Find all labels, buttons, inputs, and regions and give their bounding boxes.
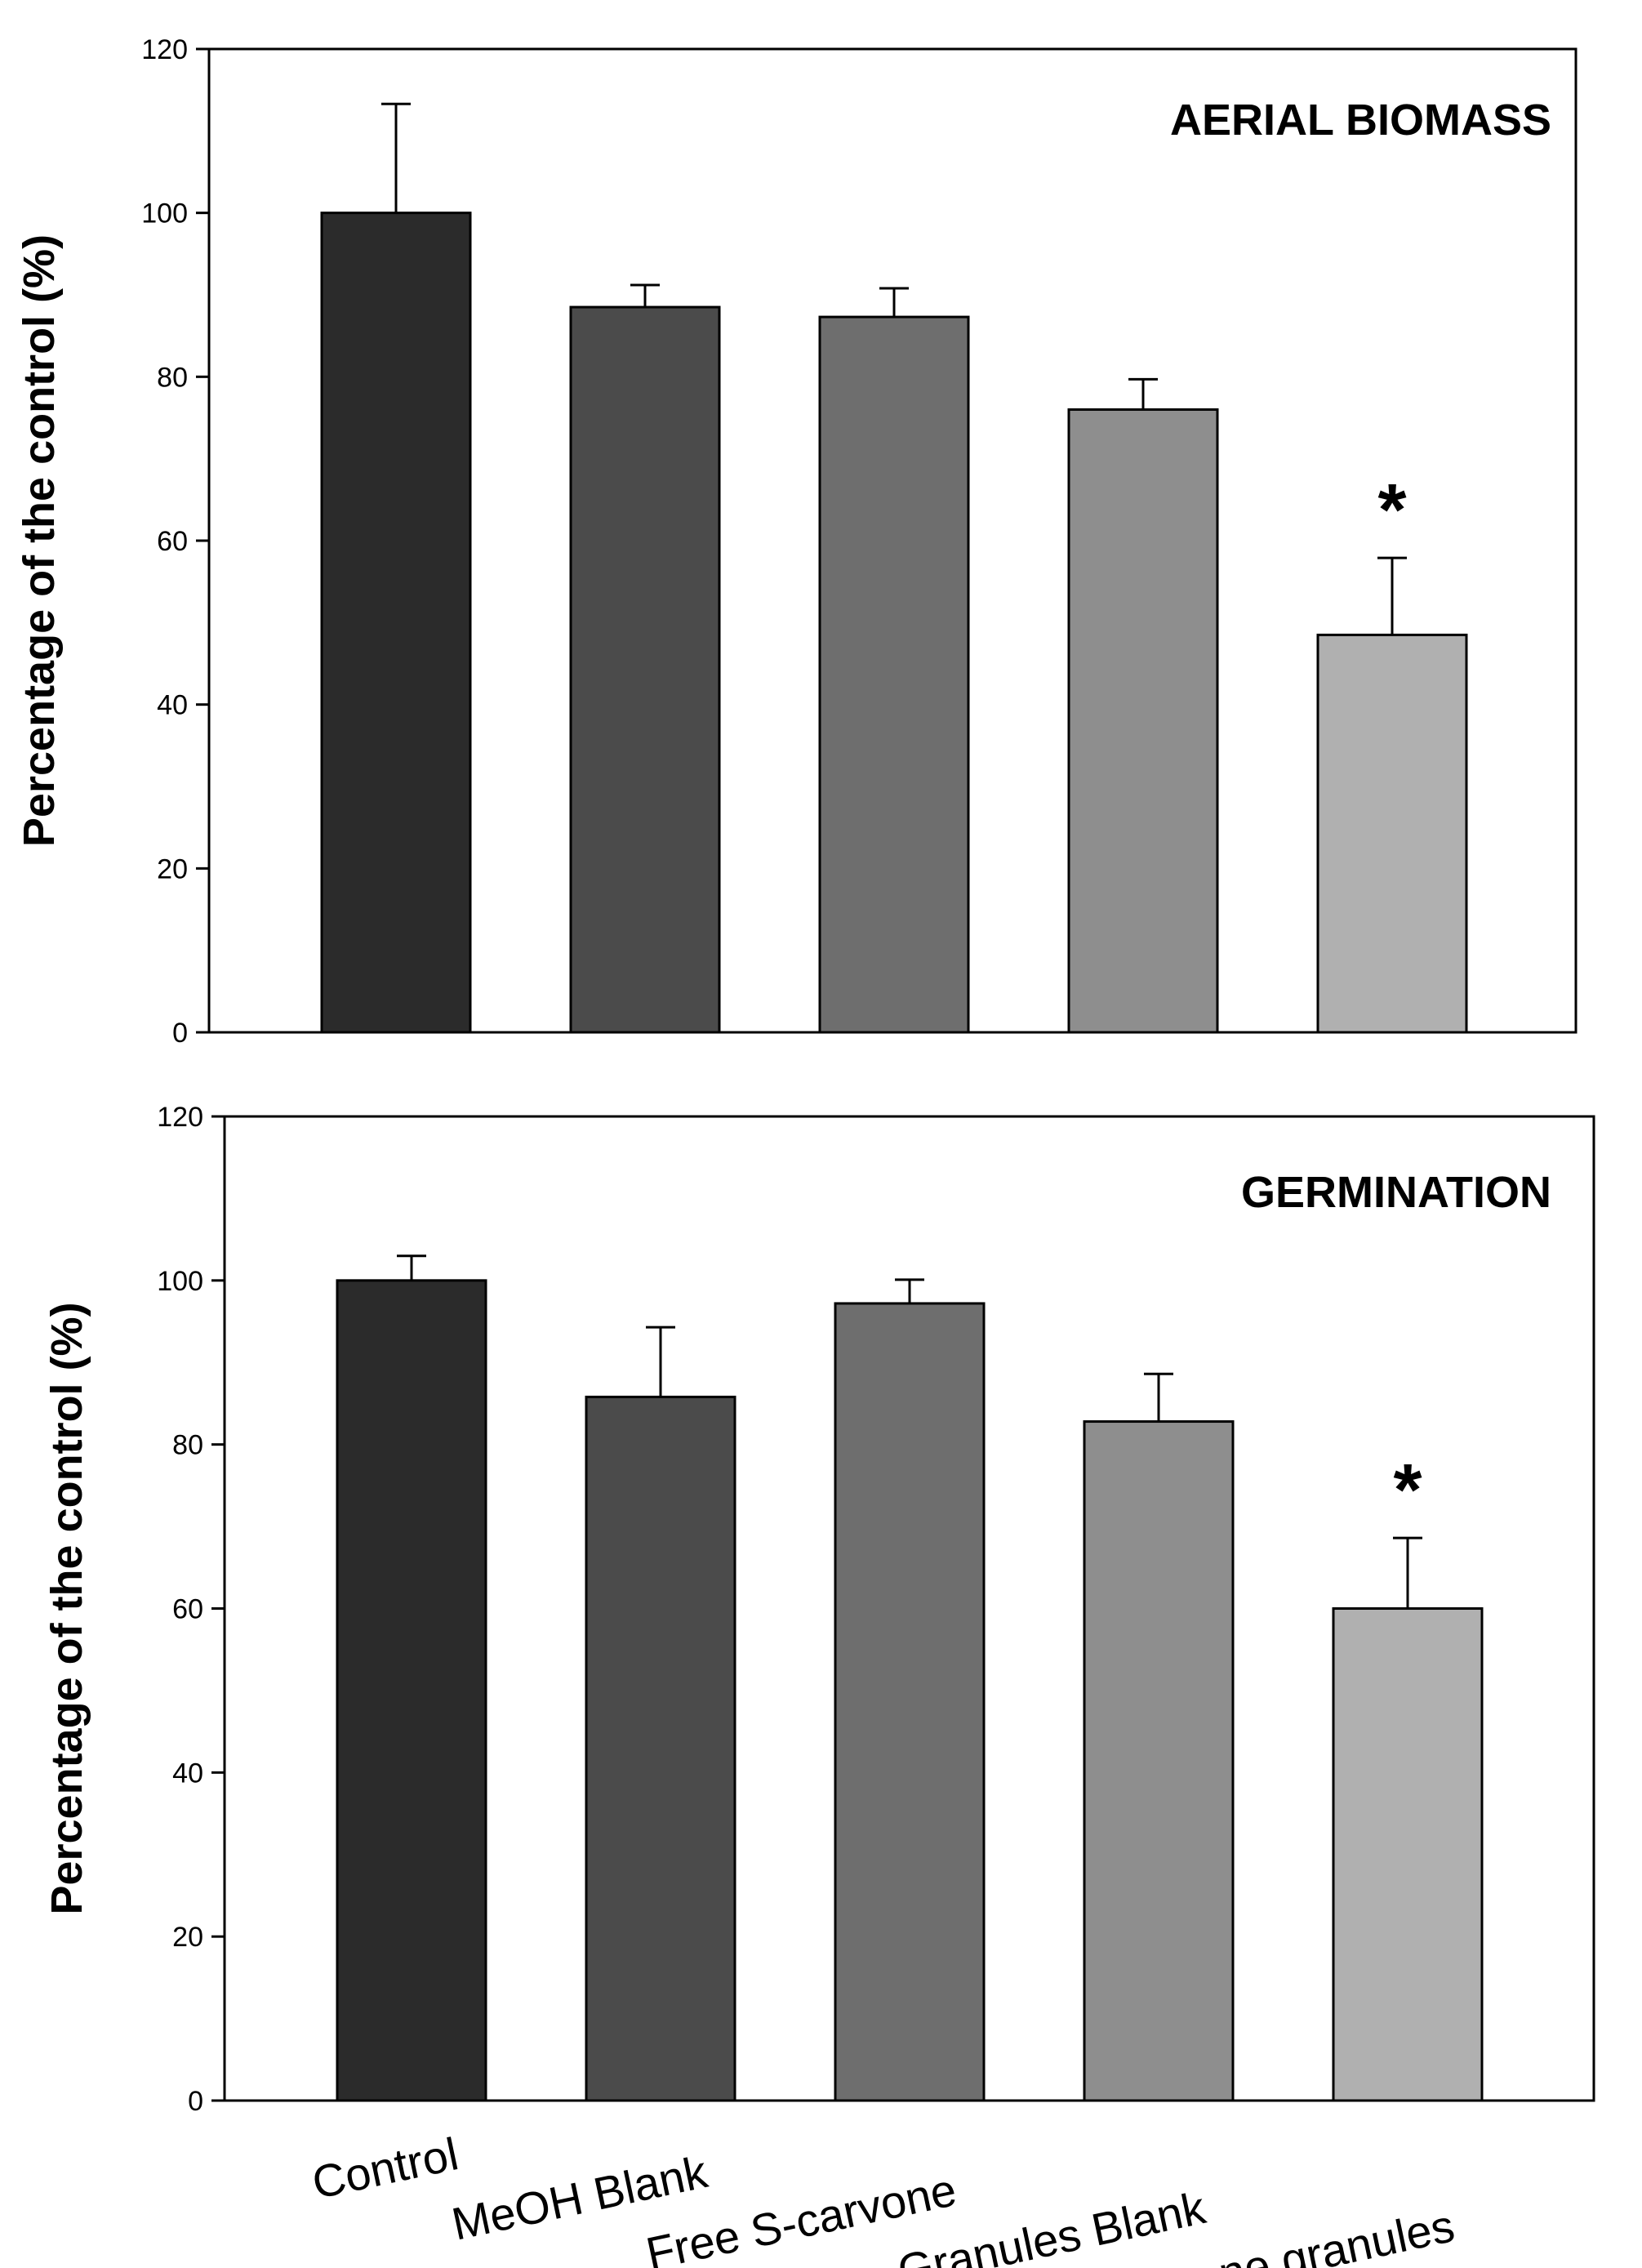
- panel-title: AERIAL BIOMASS: [1170, 96, 1551, 145]
- y-tick-label: 120: [157, 1102, 203, 1133]
- y-tick-label: 80: [157, 362, 188, 393]
- bar-0: [336, 1279, 487, 2102]
- y-tick-label: 80: [172, 1430, 203, 1461]
- panel-aerial-biomass: 0 20 40 60 80 100 120 Percentage of the control…: [15, 34, 1577, 1049]
- significance-marker: *: [1377, 470, 1406, 551]
- bar-3: [1067, 408, 1219, 1034]
- y-tick-label: 0: [172, 1018, 188, 1049]
- y-tick-label: 100: [141, 198, 188, 229]
- bar-1: [585, 1395, 736, 2102]
- y-axis-label: Percentage of the control (%): [15, 234, 64, 847]
- bar-4: [1316, 633, 1468, 1034]
- bar-0: [320, 212, 472, 1034]
- y-tick-label: 60: [157, 526, 188, 557]
- significance-marker: *: [1393, 1450, 1422, 1531]
- panel-germination: 0 20 40 60 80 100 120 Percentage of the control…: [42, 1102, 1595, 2117]
- bar-2: [834, 1302, 986, 2102]
- panel-title: GERMINATION: [1241, 1168, 1551, 1217]
- bar-1: [569, 305, 721, 1034]
- category-label: Control: [308, 2128, 463, 2208]
- y-tick-label: 120: [141, 34, 188, 65]
- bar-3: [1083, 1420, 1235, 2102]
- y-tick-label: 40: [172, 1758, 203, 1789]
- bar-4: [1332, 1607, 1484, 2102]
- y-tick-label: 0: [188, 2086, 203, 2117]
- y-tick-label: 100: [157, 1266, 203, 1297]
- y-axis-label: Percentage of the control (%): [42, 1302, 91, 1914]
- y-tick-label: 20: [157, 853, 188, 884]
- y-tick-label: 40: [157, 690, 188, 721]
- bar-2: [818, 315, 970, 1034]
- y-tick-label: 60: [172, 1594, 203, 1625]
- y-tick-label: 20: [172, 1922, 203, 1953]
